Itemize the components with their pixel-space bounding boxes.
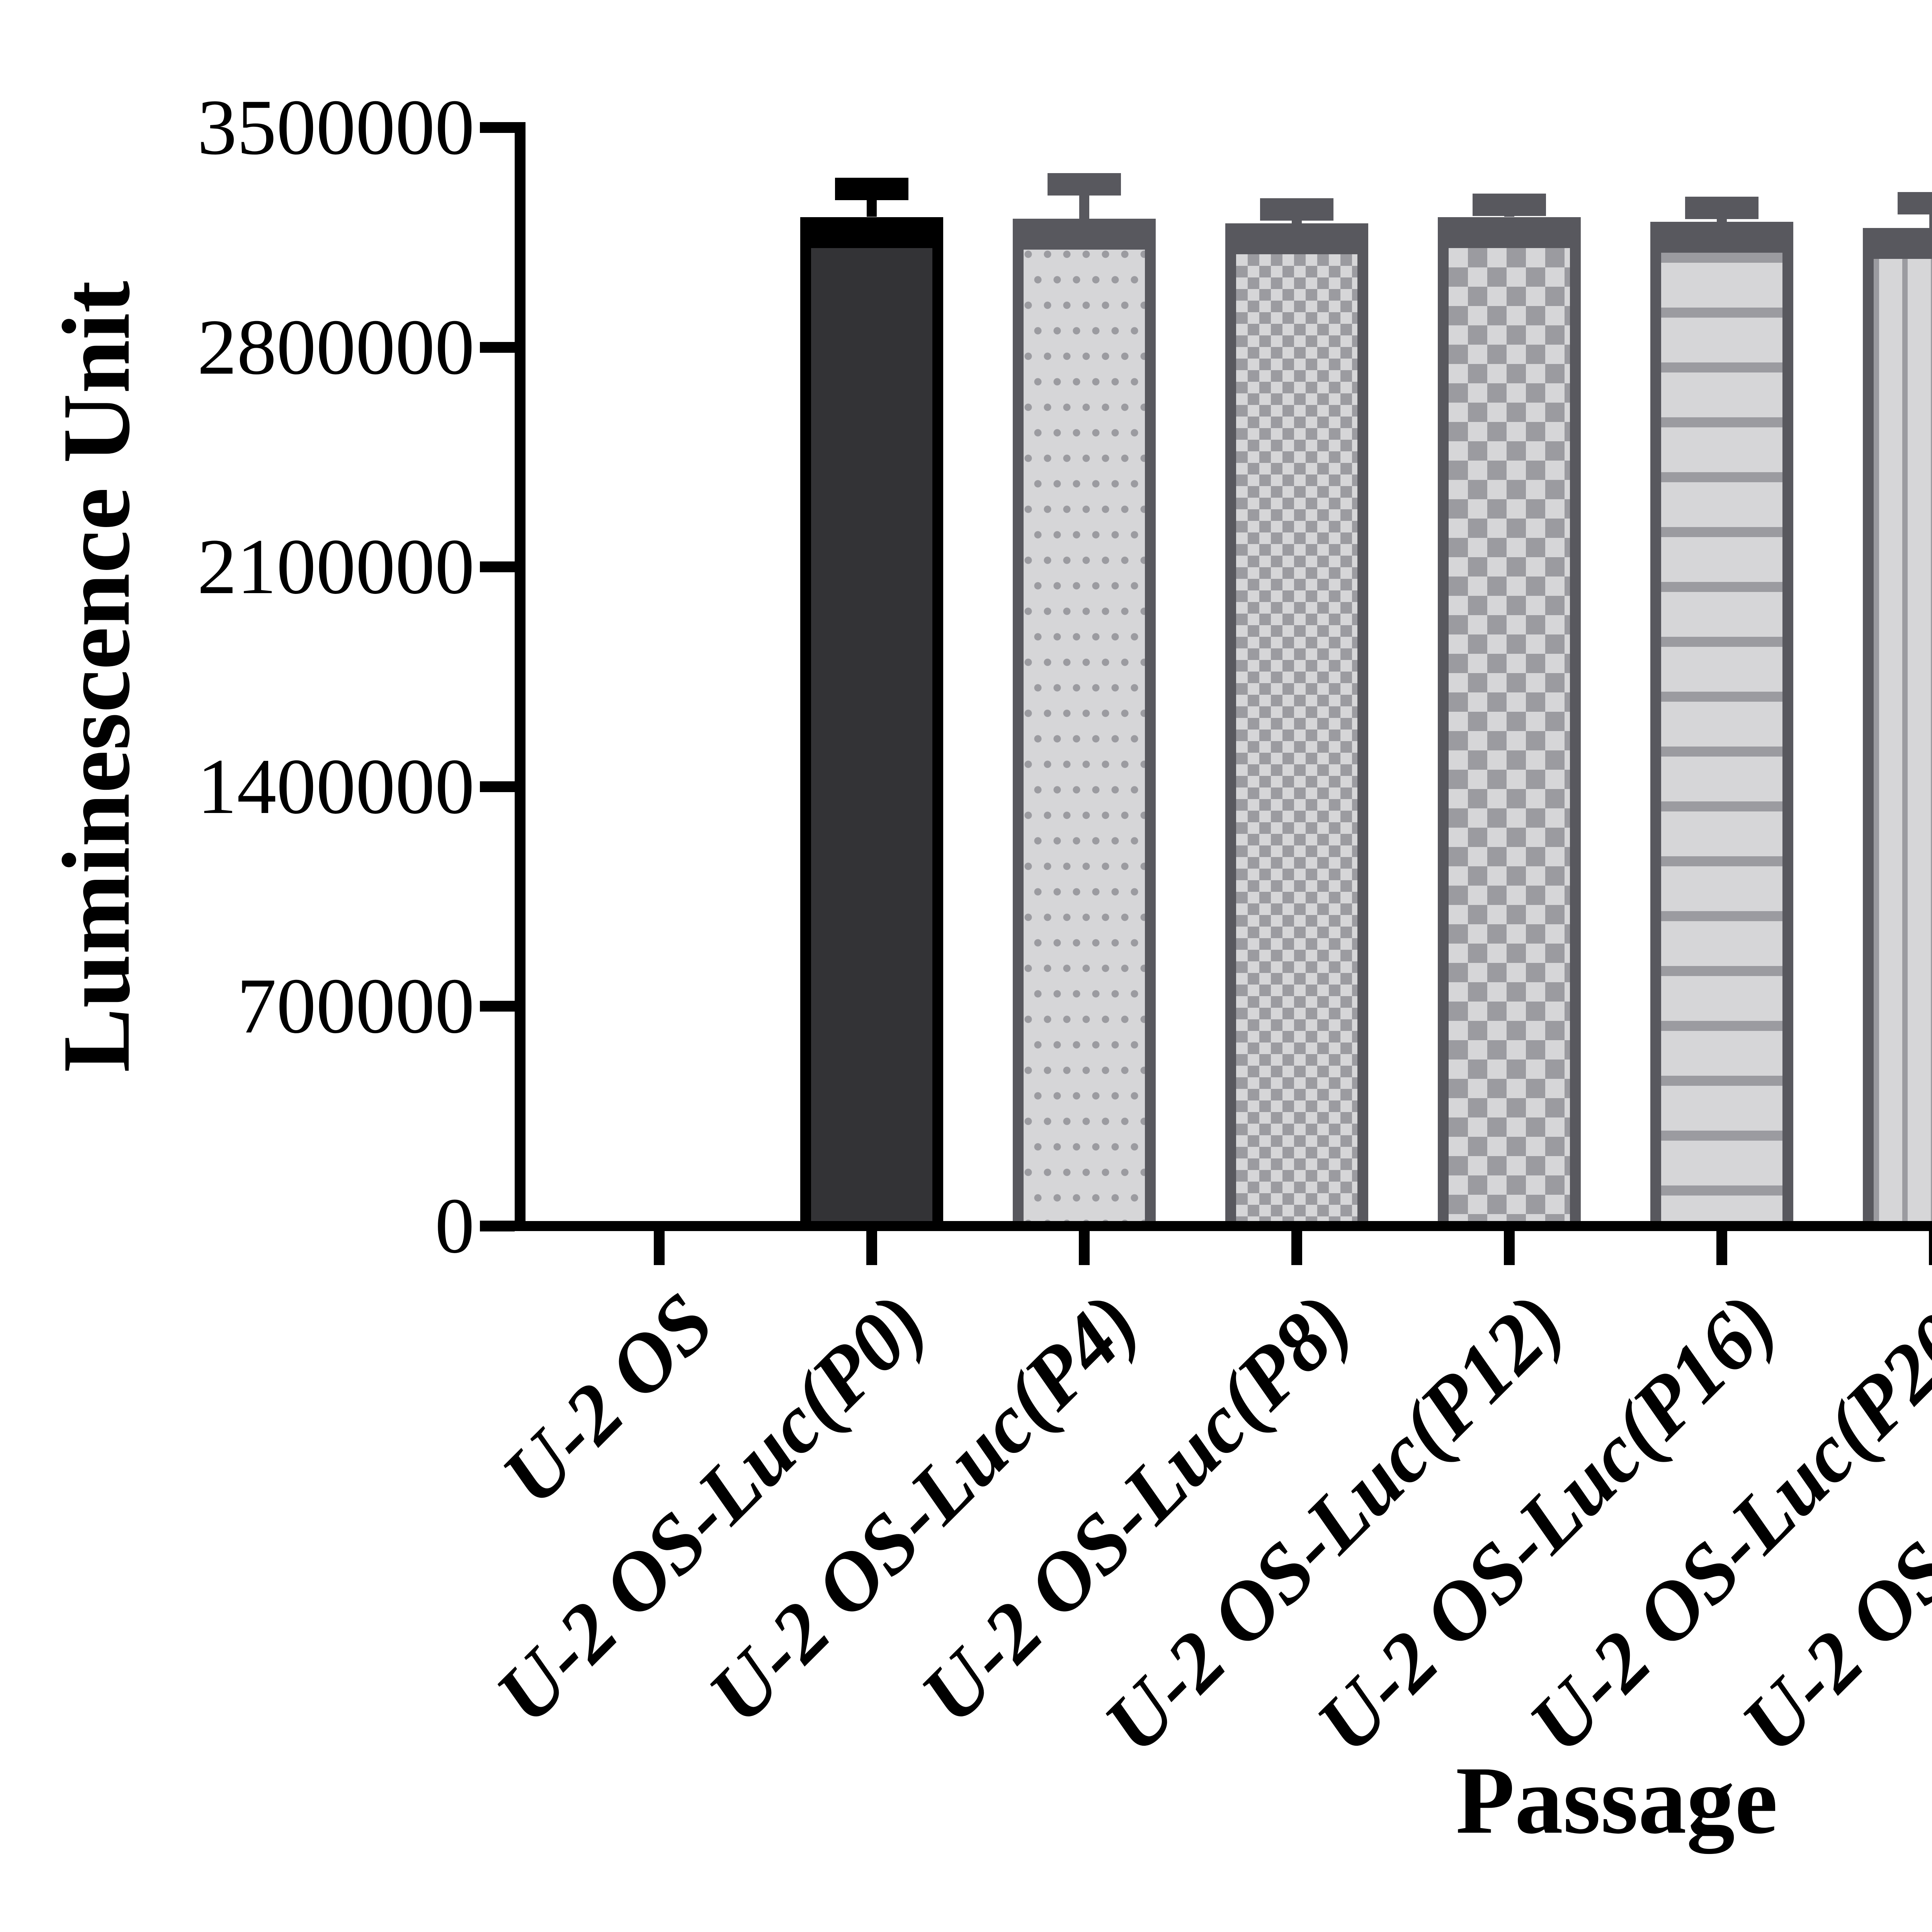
y-tick-label: 0 xyxy=(435,1182,475,1270)
x-tick xyxy=(866,1231,877,1265)
y-tick-label: 3500000 xyxy=(197,83,475,171)
error-bar-cap xyxy=(1685,196,1759,219)
error-bar-cap xyxy=(1473,193,1546,216)
x-axis-title: Passage xyxy=(1456,1747,1778,1854)
y-tick xyxy=(480,1001,515,1012)
x-tick xyxy=(654,1231,665,1265)
y-tick-label: 2800000 xyxy=(197,303,475,391)
error-bar-cap xyxy=(1260,198,1333,221)
error-bar-cap xyxy=(1898,192,1932,214)
y-tick xyxy=(480,122,515,133)
bar-U-2 OS-Luc(P4) xyxy=(1013,218,1156,1226)
y-tick-label: 2100000 xyxy=(197,523,475,611)
x-tick xyxy=(1291,1231,1302,1265)
y-tick xyxy=(480,781,515,792)
x-tick xyxy=(1929,1231,1932,1265)
y-tick xyxy=(480,561,515,573)
bar-U-2 OS-Luc(P8) xyxy=(1225,223,1368,1226)
y-axis-line xyxy=(515,122,526,1231)
bar-U-2 OS-Luc(P20) xyxy=(1863,228,1932,1226)
error-bar-cap xyxy=(1048,173,1121,196)
y-tick-label: 1400000 xyxy=(197,742,475,830)
bar-U-2 OS-Luc(P0) xyxy=(800,217,943,1226)
bar-U-2 OS-Luc(P16) xyxy=(1650,221,1793,1226)
y-tick xyxy=(480,342,515,353)
x-tick xyxy=(1716,1231,1727,1265)
x-axis-line xyxy=(515,1221,1932,1231)
y-tick-label: 700000 xyxy=(237,962,474,1050)
x-tick xyxy=(1504,1231,1515,1265)
x-tick xyxy=(1079,1231,1090,1265)
error-bar-cap xyxy=(835,177,908,200)
y-tick xyxy=(480,1221,515,1231)
bar-U-2 OS-Luc(P12) xyxy=(1438,217,1581,1226)
